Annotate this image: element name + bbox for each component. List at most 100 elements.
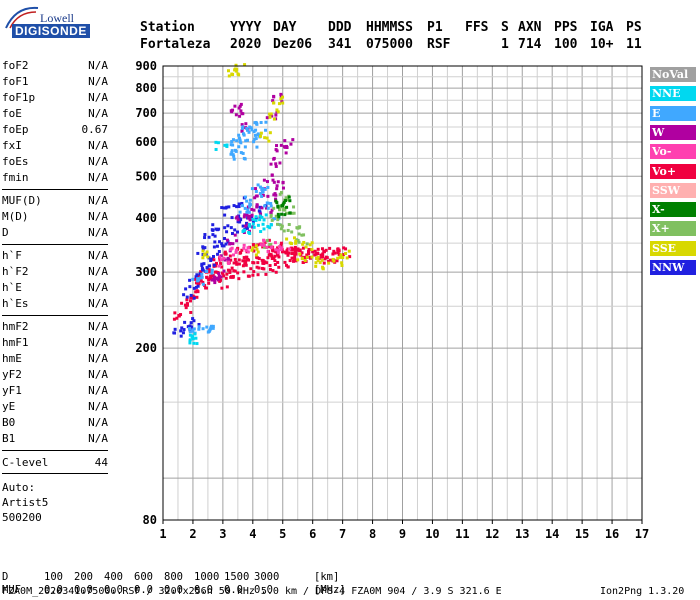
data-point-nnw xyxy=(223,224,237,236)
data-point-nne xyxy=(259,222,273,234)
muf-cell: 200 xyxy=(74,571,93,583)
header-cell: 1 xyxy=(501,37,509,52)
param-value: N/A xyxy=(88,139,108,152)
param-row: h`F2 N/A xyxy=(2,265,108,281)
data-point-sse xyxy=(233,63,247,76)
header-cell: S xyxy=(501,20,509,35)
x-tick-label: 10 xyxy=(425,527,439,541)
data-point-w xyxy=(233,102,245,116)
param-row: hmF1 N/A xyxy=(2,336,108,352)
param-row: foEp 0.67 xyxy=(2,123,108,139)
param-value: N/A xyxy=(88,368,108,381)
ionogram-chart: 1 2 3 4 5 6 7 8 9 10 11 12 13 14 15 16 17802003004005006… xyxy=(135,59,649,541)
param-name: M(D) xyxy=(2,210,29,223)
chart-grid xyxy=(162,65,643,520)
x-tick-label: 14 xyxy=(545,527,559,541)
x-tick-label: 6 xyxy=(309,527,316,541)
header-cell: P1 xyxy=(427,20,443,35)
param-name: D xyxy=(2,226,9,239)
x-tick-label: 4 xyxy=(249,527,256,541)
data-point-w xyxy=(210,275,220,285)
data-point-nne xyxy=(254,213,268,222)
data-point-vo xyxy=(277,259,292,269)
param-separator xyxy=(2,450,108,451)
x-tick-label: 8 xyxy=(369,527,376,541)
data-point-nnw xyxy=(203,233,217,244)
param-name: hmF1 xyxy=(2,336,29,349)
muf-row-label: D xyxy=(2,571,9,583)
param-name: foF2 xyxy=(2,59,29,72)
param-row: h`F N/A xyxy=(2,249,108,265)
param-name: foF1 xyxy=(2,75,29,88)
param-separator xyxy=(2,315,108,316)
data-point-vo xyxy=(259,238,266,247)
param-name: foE xyxy=(2,107,22,120)
data-point-e xyxy=(263,201,273,210)
param-value: N/A xyxy=(88,384,108,397)
header-cell: AXN xyxy=(518,20,542,35)
data-point-nnw xyxy=(188,317,201,329)
auto-line3: 500200 xyxy=(2,511,42,524)
param-name: foEp xyxy=(2,123,29,136)
muf-cell: 0.0 xyxy=(224,584,243,596)
x-tick-label: 12 xyxy=(485,527,499,541)
param-name: h`Es xyxy=(2,297,29,310)
header-cell: YYYY xyxy=(230,20,262,35)
legend-item-nne: NNE xyxy=(650,86,696,102)
clevel-value: 44 xyxy=(94,456,108,469)
x-tick-label: 3 xyxy=(219,527,226,541)
header-row-2: Fortaleza 2020 Dez06 341 075000 RSF 1 714 100 10+… xyxy=(140,37,650,54)
param-row: yF2 N/A xyxy=(2,368,108,384)
header-cell: 100 xyxy=(554,37,578,52)
data-point-sse xyxy=(301,240,314,251)
data-point-x xyxy=(280,195,292,208)
param-value: N/A xyxy=(88,155,108,168)
data-point-nne xyxy=(248,218,260,229)
muf-row-label: MUF xyxy=(2,584,21,596)
y-tick-label: 800 xyxy=(135,81,157,95)
param-row: foF1p N/A xyxy=(2,91,108,107)
data-point-sse xyxy=(285,236,298,246)
data-point-sse xyxy=(296,252,309,263)
muf-cell: 0.0 xyxy=(44,584,63,596)
data-point-e xyxy=(229,148,238,157)
param-separator xyxy=(2,189,108,190)
header-cell: 10+ xyxy=(590,37,614,52)
data-point-x xyxy=(279,223,291,233)
param-name: h`E xyxy=(2,281,22,294)
x-tick-label: 11 xyxy=(455,527,469,541)
muf-cell: 100 xyxy=(44,571,63,583)
param-name: fmin xyxy=(2,171,29,184)
param-value: N/A xyxy=(88,91,108,104)
param-row: hmF2 N/A xyxy=(2,320,108,336)
y-tick-label: 400 xyxy=(135,211,157,225)
header-cell: DAY xyxy=(273,20,297,35)
data-point-vo xyxy=(261,256,270,265)
muf-cell: 1000 xyxy=(194,571,220,583)
param-row: D N/A xyxy=(2,226,108,242)
data-point-x xyxy=(283,205,296,215)
data-point-sse xyxy=(338,249,351,260)
param-value: N/A xyxy=(88,352,108,365)
data-point-nnw xyxy=(172,326,185,338)
header-cell: 341 xyxy=(328,37,352,52)
data-point-nne xyxy=(241,223,252,235)
data-point-vo xyxy=(286,245,298,255)
header-cell: RSF xyxy=(427,37,451,52)
param-name: B0 xyxy=(2,416,16,429)
footer-file-info: FZA0M_2020341075000.RSF / 320fx256h 50 k… xyxy=(2,586,502,597)
param-row: B1 N/A xyxy=(2,432,108,448)
param-value: N/A xyxy=(88,249,108,262)
data-point-vo xyxy=(232,257,245,266)
param-value: N/A xyxy=(88,59,108,72)
x-tick-label: 9 xyxy=(399,527,406,541)
data-point-w xyxy=(259,206,274,216)
param-row: foEs N/A xyxy=(2,155,108,171)
data-point-nne xyxy=(188,332,199,346)
param-name: h`F xyxy=(2,249,22,262)
param-name: h`F2 xyxy=(2,265,29,278)
param-row: hmE N/A xyxy=(2,352,108,368)
header-cell: 2020 xyxy=(230,37,262,52)
y-tick-label: 900 xyxy=(135,59,157,73)
muf-unit: [km] xyxy=(314,571,340,583)
